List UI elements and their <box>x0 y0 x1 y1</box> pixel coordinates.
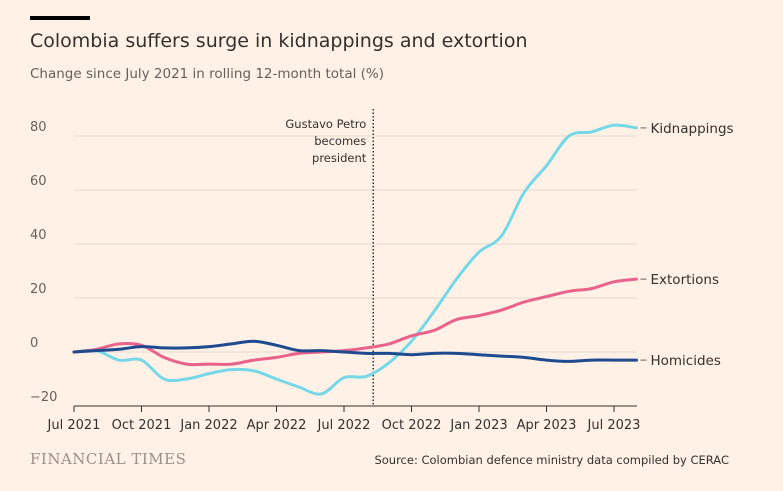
gridlines <box>74 135 637 353</box>
y-tick-label: 0 <box>30 336 38 351</box>
x-tick-label: Jan 2022 <box>179 418 237 433</box>
y-tick-label: −20 <box>30 390 57 405</box>
y-tick-label: 20 <box>30 282 47 297</box>
y-tick-label: 40 <box>30 228 47 243</box>
series-label-extortions: Extortions <box>651 272 720 288</box>
y-axis: −20 0 20 40 60 80 <box>30 120 57 405</box>
series-label-kidnappings: Kidnappings <box>651 121 734 137</box>
annotation-group: Gustavo Petro becomes president <box>285 109 374 406</box>
ft-top-bar <box>30 16 90 20</box>
annotation-text: Gustavo Petro <box>285 117 366 131</box>
series-line-homicides <box>72 339 638 363</box>
series-labels: Kidnappings Extortions Homicides <box>640 121 734 369</box>
brand-logo-text: FINANCIAL TIMES <box>30 450 187 468</box>
x-tick-label: Jan 2023 <box>449 418 507 433</box>
series-line-kidnappings <box>72 123 638 396</box>
chart-subtitle: Change since July 2021 in rolling 12-mon… <box>30 66 385 82</box>
chart-title: Colombia suffers surge in kidnappings an… <box>30 30 528 52</box>
x-tick-label: Oct 2022 <box>382 418 442 433</box>
series-line-extortions <box>72 277 638 367</box>
x-tick-label: Jul 2022 <box>317 418 371 433</box>
y-tick-label: 80 <box>30 120 47 135</box>
x-tick-label: Apr 2022 <box>247 418 307 433</box>
x-axis: Jul 2021 Oct 2021 Jan 2022 Apr 2022 Jul 2022… <box>47 405 641 433</box>
x-tick-label: Apr 2023 <box>517 418 577 433</box>
y-tick-label: 60 <box>30 174 47 189</box>
annotation-text: president <box>312 151 367 165</box>
series-label-homicides: Homicides <box>651 353 721 369</box>
series-lines <box>72 123 638 396</box>
x-tick-label: Jul 2021 <box>47 418 101 433</box>
source-note: Source: Colombian defence ministry data … <box>374 453 729 467</box>
x-tick-label: Oct 2021 <box>112 418 172 433</box>
annotation-text: becomes <box>314 134 366 148</box>
x-tick-label: Jul 2023 <box>587 418 641 433</box>
